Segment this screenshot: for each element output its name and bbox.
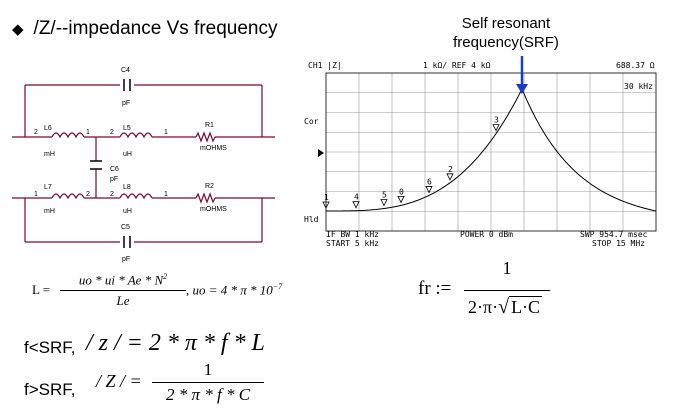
l5-label: L5 — [123, 125, 131, 132]
marker-triangle-icon — [425, 186, 433, 194]
l7-pin1: 1 — [34, 191, 38, 198]
l5-pin2: 2 — [110, 129, 114, 136]
diamond-bullet-icon: ◆ — [12, 21, 24, 38]
l8-pin1: 1 — [164, 191, 168, 198]
below-srf-label: f<SRF, — [24, 338, 76, 357]
slide-title: ◆ /Z/--impedance Vs frequency — [12, 18, 278, 40]
footer-power: POWER 0 dBm — [460, 230, 513, 239]
title-text: /Z/--impedance Vs frequency — [33, 18, 278, 39]
above-srf-numerator: 1 — [203, 360, 213, 379]
l8-pin2: 2 — [110, 191, 114, 198]
marker-triangle-icon — [492, 124, 500, 132]
srf-arrow-head-icon — [516, 84, 528, 94]
above-srf-denominator: 2 * π * f * C — [165, 385, 251, 404]
marker-label: 5 — [382, 191, 387, 200]
marker-triangle-icon — [397, 195, 405, 204]
below-srf-expression: / z / = 2 * π * f * L — [85, 330, 265, 356]
header-scale: 1 kΩ/ REF 4 kΩ — [423, 61, 491, 70]
resonance-formula: fr := 1 2·π·√ L·C — [418, 258, 558, 328]
l6-label: L6 — [44, 125, 52, 132]
marker-readout: 30 kHz — [624, 82, 653, 91]
trace-markers: 1 4 5 0 6 2 3 — [322, 116, 500, 209]
resonance-denominator-prefix: 2·π· — [468, 297, 499, 317]
c4-unit: pF — [122, 100, 130, 107]
impedance-analyzer-plot: CH1 |Z| 1 kΩ/ REF 4 kΩ 688.37 Ω 30 kHz C… — [304, 56, 657, 248]
header-channel: CH1 |Z| — [308, 61, 342, 70]
uo-definition: , uo = 4 * π * 10 — [186, 282, 273, 298]
r2-label: R2 — [205, 183, 214, 190]
c5-unit: pF — [122, 256, 130, 263]
l7-label: L7 — [44, 184, 52, 191]
c4-label: C4 — [121, 67, 130, 74]
above-srf-formula: f>SRF, / Z / = 1 2 * π * f * C — [24, 360, 284, 415]
equivalent-circuit-schematic: C4 pF L6 2 1 mH L5 2 1 uH R1 mOHMS C6 pF… — [12, 67, 275, 263]
l8-label: L8 — [123, 184, 131, 191]
marker-triangle-icon — [380, 199, 388, 207]
marker-label: 0 — [399, 187, 404, 196]
marker-label: 4 — [354, 193, 359, 202]
l7-pin2: 2 — [86, 191, 90, 198]
footer-sweep: SWP 954.7 msec — [580, 230, 648, 239]
r1-label: R1 — [205, 122, 214, 129]
uo-exponent: −7 — [272, 282, 283, 291]
marker-label: 2 — [448, 165, 453, 174]
below-srf-formula: f<SRF, / z / = 2 * π * f * L — [24, 330, 265, 360]
footer-if-bw: IF BW 1 kHz — [326, 230, 379, 239]
r1-unit: mOHMS — [200, 145, 227, 152]
l7-unit: mH — [44, 208, 55, 215]
reference-pointer-icon — [318, 149, 324, 157]
r2-unit: mOHMS — [200, 206, 227, 213]
l6-unit: mH — [44, 151, 55, 158]
header-value: 688.37 Ω — [616, 61, 655, 70]
marker-label: 6 — [427, 177, 432, 186]
l6-pin1: 1 — [86, 129, 90, 136]
marker-label: 3 — [494, 116, 499, 125]
inductance-exponent: 2 — [163, 272, 168, 281]
above-srf-label: f>SRF, — [24, 380, 76, 399]
above-srf-lhs: / Z / = — [96, 371, 142, 391]
inductance-denominator: Le — [116, 293, 130, 308]
marker-triangle-icon — [352, 201, 360, 209]
srf-annotation-line2: frequency(SRF) — [453, 34, 559, 51]
srf-annotation: Self resonant frequency(SRF) — [437, 14, 575, 52]
resonance-radicand: L·C — [509, 296, 543, 317]
inductance-lhs: L = — [32, 282, 51, 297]
marker-label: 1 — [324, 193, 329, 202]
footer-start: START 5 kHz — [326, 239, 379, 248]
l6-pin2: 2 — [34, 129, 38, 136]
side-label-hld: Hld — [304, 215, 319, 224]
marker-triangle-icon — [446, 173, 454, 181]
c6-unit: pF — [110, 176, 118, 183]
impedance-trace — [326, 87, 657, 212]
srf-annotation-line1: Self resonant — [461, 15, 551, 32]
l8-unit: uH — [123, 208, 132, 215]
l5-unit: uH — [123, 151, 132, 158]
resonance-numerator: 1 — [502, 258, 512, 278]
footer-stop: STOP 15 MHz — [592, 239, 645, 248]
sqrt-icon: √ — [498, 296, 510, 318]
c6-label: C6 — [110, 166, 119, 173]
plot-grid — [326, 73, 656, 231]
side-label-cor: Cor — [304, 117, 319, 126]
c5-label: C5 — [121, 224, 130, 231]
plot-frame — [325, 72, 657, 232]
resonance-lhs: fr := — [418, 278, 452, 299]
l5-pin1: 1 — [164, 129, 168, 136]
marker-triangle-icon — [322, 201, 330, 209]
inductance-numerator: uo * ui * Ae * N — [78, 272, 164, 288]
